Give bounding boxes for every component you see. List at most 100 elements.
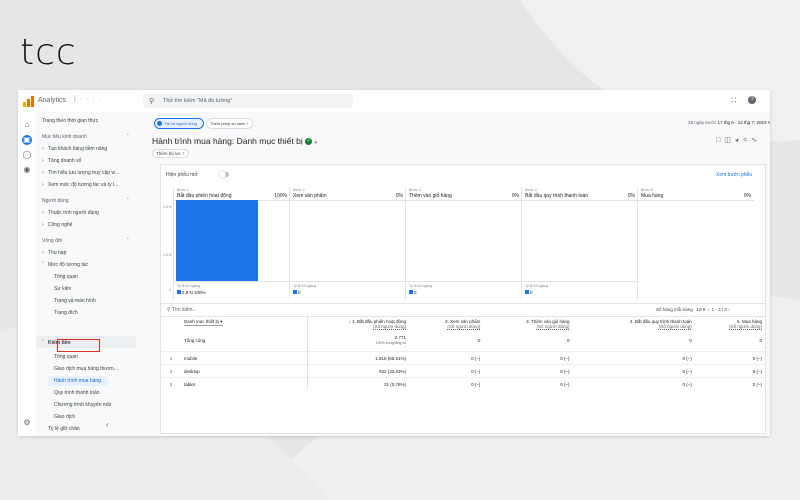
column-header[interactable]: ↓ 1. Bắt đầu phiên hoạt động (Số người dù… (307, 315, 409, 329)
nav-item[interactable]: Quy trình thanh toán (54, 390, 100, 396)
funnel-step-number: Bước 3 (409, 188, 421, 192)
nav-item[interactable]: Thuộc tính người dùng (48, 210, 99, 216)
nav-item[interactable]: Thu nạp (48, 250, 67, 256)
nav-item[interactable]: Tạo khách hàng tiềm năng (48, 146, 108, 152)
add-comparison-button[interactable]: Thêm phép so sánh + (206, 118, 253, 129)
column-subtitle: (Số người dùng) (536, 324, 570, 329)
nav-realtime[interactable]: Trang theo thời gian thực (42, 118, 99, 124)
nav-item[interactable]: Trang đích (54, 310, 78, 316)
reports-icon[interactable]: ▣ (22, 135, 32, 145)
nav-header-business-goals[interactable]: Mục tiêu kinh doanh (42, 134, 87, 140)
rows-per-page-select[interactable]: 10 (696, 307, 702, 312)
nav-item[interactable]: Tỷ lệ giữ chân (48, 426, 80, 432)
cell: 1.818 (65,61%) (307, 351, 409, 365)
column-header[interactable]: 3. Thêm vào giỏ hàng (Số người dùng) (483, 315, 572, 329)
legend-swatch (525, 290, 529, 294)
top-bar: Analytics | · · · · ⚲ Thử tìm kiếm "Mã đ… (18, 90, 770, 113)
abandon-band: Tỷ lệ bỏ ngang 0 (522, 281, 638, 299)
funnel-step[interactable]: Bước 1 Bắt đầu phiên hoạt động 100% Tỷ lệ b… (173, 187, 290, 299)
date-range-picker[interactable]: 28 ngày trước 17 thg 6 - 14 thg 7, 2023 … (688, 120, 770, 126)
total-cell: 0 (567, 337, 570, 343)
chevron-right-icon: › (42, 250, 44, 256)
chevron-down-icon: ▾ (767, 120, 770, 125)
nav-item[interactable]: Tìm hiểu lưu lượng truy cập w... (48, 170, 119, 176)
nav-item[interactable]: Công nghệ (48, 222, 73, 228)
funnel-step[interactable]: Bước 4 Bắt đầu quy trình thanh toán 0% Tỷ l… (521, 187, 638, 299)
view-funnel-steps-link[interactable]: Xem bước phễu (716, 172, 753, 178)
funnel-step-percent: 0% (627, 193, 635, 199)
cell: 0 (–) (409, 364, 484, 378)
nav-item-purchase-journey[interactable]: Hành trình mua hàng (48, 376, 109, 386)
settings-icon[interactable]: ⚙ (23, 418, 31, 427)
abandon-text: 2,9 N 100% (182, 290, 206, 295)
apps-grid-icon[interactable]: ∷ (731, 95, 737, 105)
report-title: Hành trình mua hàng: Danh mục thiết bị ✓… (152, 136, 317, 146)
dimension-value: tablet (181, 377, 308, 390)
cell: 0 (–) (483, 377, 573, 390)
pagination-controls: Số hàng mỗi trang 10 ▾ ‹ 1 - 3 / 3 › (656, 307, 730, 312)
add-filter-button[interactable]: Thêm bộ lọc + (152, 149, 189, 158)
chevron-right-icon: › (42, 158, 44, 164)
nav-item[interactable]: Sự kiện (54, 286, 72, 292)
dimension-header[interactable]: Danh mục thiết bị ▾ (181, 315, 308, 329)
report-navigation: Trang theo thời gian thực Mục tiêu kinh … (36, 112, 136, 436)
nav-item-monetization[interactable]: Kiếm tiền (48, 340, 71, 346)
legend-swatch (177, 290, 181, 294)
funnel-step[interactable]: Bước 3 Thêm vào giỏ hàng 0% Tỷ lệ bỏ ngang 0 (405, 187, 522, 299)
funnel-step[interactable]: Bước 5 Mua hàng 0% (637, 187, 754, 299)
home-icon[interactable]: ⌂ (24, 120, 30, 129)
cell: 0 (–) (409, 351, 484, 365)
nav-header-lifecycle[interactable]: Vòng đời (42, 238, 63, 244)
nav-item[interactable]: Trang và màn hình (54, 298, 96, 304)
report-title-text: Hành trình mua hàng: Danh mục thiết bị (152, 136, 303, 146)
explore-icon[interactable]: ◯ (22, 150, 32, 159)
nav-item[interactable]: Mức độ tương tác (48, 262, 88, 268)
nav-item[interactable]: Giao dịch mua hàng thươn... (54, 366, 118, 372)
funnel-bar[interactable] (176, 200, 258, 282)
table-row[interactable]: 2 desktop 932 (33,63%) 0 (–) 0 (–) 0 (–)… (161, 364, 765, 378)
column-header[interactable]: 4. Bắt đầu quy trình thanh toán (Số người… (573, 315, 695, 329)
help-icon[interactable]: ? (748, 96, 756, 104)
chevron-down-icon[interactable]: ▾ (314, 140, 317, 146)
trend-icon[interactable]: ∿ (751, 137, 762, 144)
cell: 0 (–) (483, 364, 573, 378)
column-header[interactable]: 5. Mua hàng (Số người dùng) (695, 315, 765, 329)
funnel-step[interactable]: Bước 2 Xem sản phẩm 0% Tỷ lệ bỏ ngang 0 (289, 187, 406, 299)
funnel-step-number: Bước 4 (525, 188, 537, 192)
collapse-nav-icon[interactable]: ‹ (106, 420, 109, 429)
table-row[interactable]: 1 mobile 1.818 (65,61%) 0 (–) 0 (–) 0 (–… (161, 351, 765, 365)
column-subtitle: (Số người dùng) (729, 324, 762, 329)
add-filter-label: Thêm bộ lọc (156, 151, 181, 156)
nav-item[interactable]: Xem mức độ tương tác và tỷ l... (48, 182, 119, 188)
segment-label: Tất cả người dùng (164, 121, 197, 126)
property-selector[interactable]: | · · · · (74, 96, 102, 103)
segment-chip[interactable]: Tất cả người dùng (154, 118, 204, 129)
chevron-right-icon: › (42, 210, 44, 216)
chevron-right-icon: › (42, 146, 44, 152)
advertising-icon[interactable]: ◉ (23, 165, 31, 174)
insights-icon[interactable]: ◕ (734, 137, 744, 144)
dimension-value: mobile (181, 351, 308, 365)
dimension-selector[interactable]: Danh mục thiết bị ▾ (184, 319, 223, 326)
y-tick-label: 2,9 N (163, 205, 172, 209)
nav-item[interactable]: Giao dịch (54, 414, 76, 420)
column-header[interactable]: 2. Xem sản phẩm (Số người dùng) (409, 315, 483, 329)
comment-icon[interactable]: □ (716, 137, 725, 144)
divider (522, 200, 638, 201)
total-value: 2.771 (394, 335, 406, 340)
nav-item[interactable]: Tổng quan (54, 354, 78, 360)
open-funnel-toggle[interactable] (219, 171, 229, 178)
nav-item[interactable]: Tổng quan (54, 274, 78, 280)
search-bar[interactable]: ⚲ Thử tìm kiếm "Mã đo lường" (143, 94, 353, 108)
compare-icon[interactable]: ◫ (724, 137, 735, 144)
table-search[interactable]: ⚲ Tìm kiếm... (167, 307, 197, 313)
nav-header-users[interactable]: Người dùng (42, 198, 69, 204)
nav-item[interactable]: Chương trình khuyến mãi (54, 402, 111, 408)
date-range: 17 thg 6 - 14 thg 7, 2023 (717, 120, 767, 125)
funnel-step-name: Bắt đầu phiên hoạt động (177, 193, 232, 199)
column-title: 5. Mua hàng (736, 319, 762, 324)
nav-item[interactable]: Tăng doanh số (48, 158, 82, 164)
share-icon[interactable]: < (743, 137, 752, 144)
total-label: Tổng cộng (184, 337, 206, 343)
table-row[interactable]: 3 tablet 21 (0,76%) 0 (–) 0 (–) 0 (–) 0 … (161, 377, 765, 390)
